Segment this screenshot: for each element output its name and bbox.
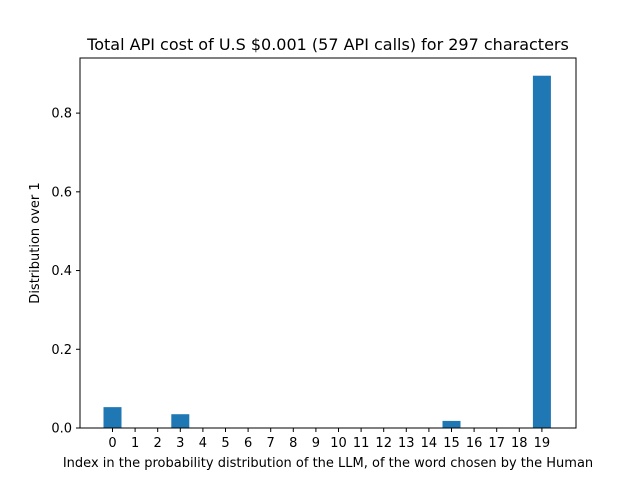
x-tick-label: 5: [221, 436, 229, 451]
x-tick-label: 14: [421, 436, 438, 451]
y-tick-label: 0.0: [51, 422, 72, 437]
bar-19: [532, 75, 551, 429]
y-tick-label: 0.6: [51, 185, 72, 200]
x-tick-label: 1: [131, 436, 139, 451]
x-axis-ticks: 0 1 2 3 4 5 6 7 8 9 10 11 12 13 14 15 16 17 18 19: [108, 428, 550, 451]
bars-group: [103, 75, 551, 429]
y-axis-label: Distribution over 1: [28, 182, 43, 303]
bar-15: [442, 420, 461, 428]
x-tick-label: 19: [534, 436, 551, 451]
x-tick-label: 17: [488, 436, 505, 451]
x-tick-label: 7: [267, 436, 275, 451]
x-tick-label: 18: [511, 436, 528, 451]
x-tick-label: 0: [108, 436, 116, 451]
x-tick-label: 16: [466, 436, 483, 451]
y-tick-label: 0.2: [51, 343, 72, 358]
x-axis-label: Index in the probability distribution of…: [63, 456, 593, 471]
x-tick-label: 10: [330, 436, 347, 451]
bar-3: [171, 414, 190, 428]
bar-0: [103, 407, 122, 428]
y-tick-label: 0.8: [51, 107, 72, 122]
x-tick-label: 3: [176, 436, 184, 451]
y-axis-ticks: 0.0 0.2 0.4 0.6 0.8: [51, 107, 80, 437]
x-tick-label: 11: [353, 436, 370, 451]
x-tick-label: 2: [154, 436, 162, 451]
chart-title: Total API cost of U.S $0.001 (57 API cal…: [86, 35, 569, 54]
x-tick-label: 15: [443, 436, 460, 451]
y-tick-label: 0.4: [51, 264, 72, 279]
x-tick-label: 8: [289, 436, 297, 451]
x-tick-label: 6: [244, 436, 252, 451]
x-tick-label: 9: [312, 436, 320, 451]
plot-frame: [79, 57, 577, 429]
x-tick-label: 4: [199, 436, 207, 451]
x-tick-label: 12: [375, 436, 392, 451]
x-tick-label: 13: [398, 436, 415, 451]
